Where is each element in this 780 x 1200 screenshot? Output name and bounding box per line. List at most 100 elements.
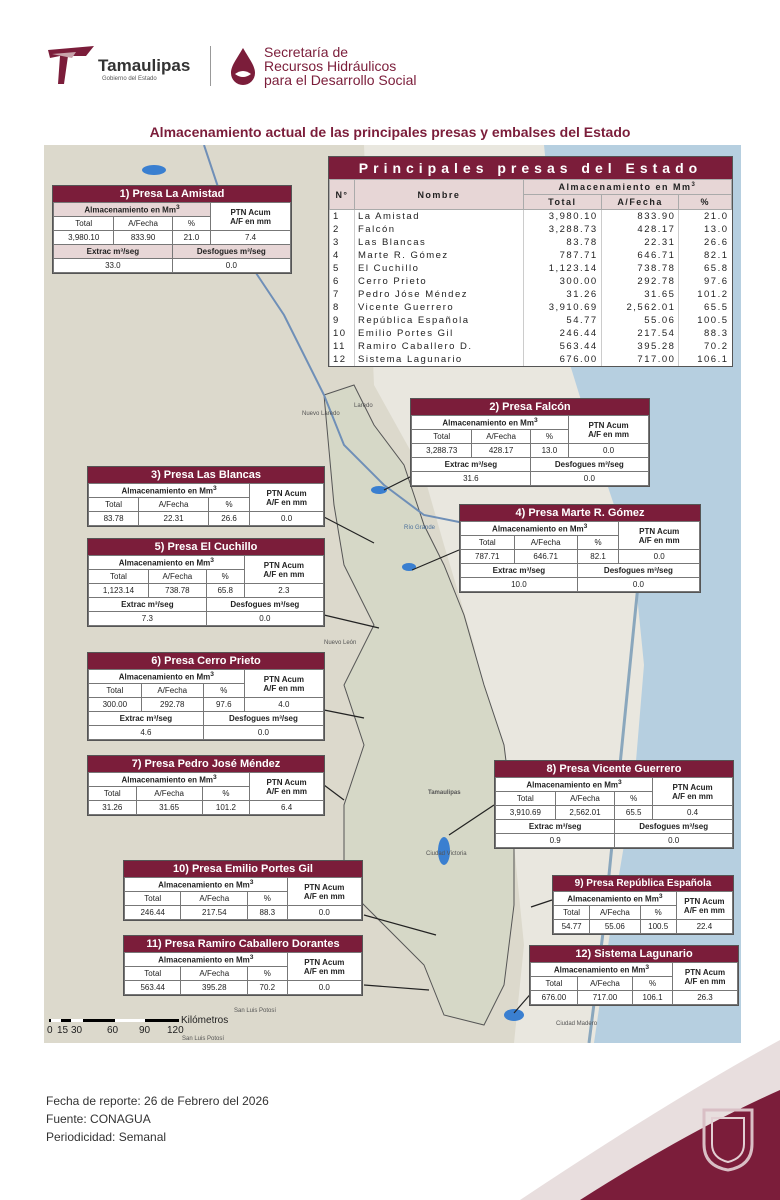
table-cell-name: República Española — [354, 314, 524, 327]
table-row: 7 Pedro Jóse Méndez 31.26 31.65 101.2 — [329, 288, 732, 301]
periodicity: Periodicidad: Semanal — [46, 1130, 167, 1144]
table-cell-fecha: 22.31 — [600, 236, 679, 249]
logo-name: Tamaulipas — [98, 56, 191, 75]
table-cell-pct: 101.2 — [678, 288, 732, 301]
table-cell-pct: 13.0 — [678, 223, 732, 236]
agency-line-1: Secretaría de — [264, 44, 349, 60]
state-seal-icon — [702, 1108, 754, 1172]
scale-unit: Kilómetros — [181, 1015, 229, 1026]
lake-vicente — [438, 837, 450, 865]
dam-box-marte: 4) Presa Marte R. Gómez Almacenamiento e… — [459, 504, 701, 593]
table-cell-n: 6 — [329, 275, 355, 288]
dam-box-blancas: 3) Presa Las Blancas Almacenamiento en M… — [87, 466, 325, 527]
header-divider — [210, 46, 211, 86]
dam-box-cerro: 6) Presa Cerro Prieto Almacenamiento en … — [87, 652, 325, 741]
table-cell-n: 9 — [329, 314, 355, 327]
table-cell-name: Ramiro Caballero D. — [354, 340, 524, 353]
table-cell-pct: 26.6 — [678, 236, 732, 249]
table-row: 12 Sistema Lagunario 676.00 717.00 106.1 — [329, 353, 732, 366]
table-cell-pct: 100.5 — [678, 314, 732, 327]
table-cell-fecha: 217.54 — [600, 327, 679, 340]
agency-line-2: Recursos Hidráulicos — [264, 58, 397, 74]
dam-box-pedro: 7) Presa Pedro José Méndez Almacenamient… — [87, 755, 325, 816]
table-cell-fecha: 428.17 — [600, 223, 679, 236]
col-storage: Almacenamiento en Mm3 — [522, 179, 733, 195]
dam-title: 2) Presa Falcón — [411, 399, 649, 415]
dam-title: 10) Presa Emilio Portes Gil — [124, 861, 362, 877]
label-ciudad-madero: Ciudad Madero — [556, 1021, 598, 1027]
table-cell-total: 787.71 — [522, 249, 602, 262]
pointer-line — [363, 914, 437, 936]
table-cell-total: 3,980.10 — [522, 209, 602, 223]
table-cell-name: Emilio Portes Gil — [354, 327, 524, 340]
dam-title: 3) Presa Las Blancas — [88, 467, 324, 483]
table-cell-n: 7 — [329, 288, 355, 301]
state-outline — [323, 384, 515, 1026]
water-drop-icon — [231, 48, 255, 85]
table-row: 8 Vicente Guerrero 3,910.69 2,562.01 65.5 — [329, 301, 732, 314]
page-title: Almacenamiento actual de las principales… — [149, 124, 631, 140]
table-cell-total: 676.00 — [522, 353, 602, 366]
table-cell-n: 3 — [329, 236, 355, 249]
dam-box-cuchillo: 5) Presa El Cuchillo Almacenamiento en M… — [87, 538, 325, 627]
table-cell-name: Las Blancas — [354, 236, 524, 249]
table-cell-name: Pedro Jóse Méndez — [354, 288, 524, 301]
dam-box-vicente: 8) Presa Vicente Guerrero Almacenamiento… — [494, 760, 734, 849]
label-tamaulipas: Tamaulipas — [428, 790, 461, 796]
col-pct: % — [678, 194, 732, 210]
table-cell-n: 4 — [329, 249, 355, 262]
table-cell-fecha: 2,562.01 — [600, 301, 679, 314]
main-table-heading: Principales presas del Estado — [329, 157, 732, 179]
label-laredo: Laredo — [354, 403, 373, 409]
col-name: Nombre — [354, 179, 524, 210]
report-date: Fecha de reporte: 26 de Febrero del 2026 — [46, 1094, 269, 1108]
pointer-line — [530, 899, 553, 908]
table-cell-pct: 97.6 — [678, 275, 732, 288]
logo-subtitle: Gobierno del Estado — [102, 76, 157, 82]
dam-title: 11) Presa Ramiro Caballero Dorantes — [124, 936, 362, 952]
pointer-line — [323, 614, 380, 629]
table-cell-name: Cerro Prieto — [354, 275, 524, 288]
label-nuevo-leon: Nuevo León — [324, 640, 357, 646]
dam-box-falcon: 2) Presa Falcón Almacenamiento en Mm3 PTN… — [410, 398, 650, 487]
lake-lagunario — [504, 1009, 524, 1021]
table-row: 4 Marte R. Gómez 787.71 646.71 82.1 — [329, 249, 732, 262]
dam-title: 8) Presa Vicente Guerrero — [495, 761, 733, 777]
dam-box-lagunario: 12) Sistema Lagunario Almacenamiento en … — [529, 945, 739, 1006]
table-cell-name: El Cuchillo — [354, 262, 524, 275]
table-cell-fecha: 833.90 — [600, 209, 679, 223]
table-cell-name: Falcón — [354, 223, 524, 236]
dam-box-republica: 9) Presa República Española Almacenamien… — [552, 875, 734, 935]
table-cell-total: 246.44 — [522, 327, 602, 340]
table-cell-n: 11 — [329, 340, 355, 353]
table-cell-name: Marte R. Gómez — [354, 249, 524, 262]
table-cell-n: 10 — [329, 327, 355, 340]
tamaulipas-logo-icon — [48, 46, 94, 84]
table-cell-n: 12 — [329, 353, 355, 366]
lake-falcon — [371, 486, 387, 494]
scale-tick: 0 — [47, 1025, 53, 1036]
col-date: A/Fecha — [600, 194, 680, 210]
label-san-luis-1: San Luis Potosí — [234, 1008, 277, 1014]
table-cell-fecha: 738.78 — [600, 262, 679, 275]
scale-tick: 90 — [139, 1025, 151, 1036]
col-no: N° — [329, 179, 355, 210]
agency-logo: Secretaría de Recursos Hidráulicos para … — [228, 44, 448, 88]
table-row: 1 La Amistad 3,980.10 833.90 21.0 — [329, 209, 732, 223]
table-cell-name: Sistema Lagunario — [354, 353, 524, 366]
lake-marte — [402, 563, 416, 571]
table-cell-pct: 21.0 — [678, 209, 732, 223]
table-cell-n: 5 — [329, 262, 355, 275]
table-cell-total: 300.00 — [522, 275, 602, 288]
label-ciudad-victoria: Ciudad Victoria — [426, 851, 467, 857]
pointer-line — [323, 709, 365, 719]
table-cell-pct: 65.5 — [678, 301, 732, 314]
agency-line-3: para el Desarrollo Social — [264, 72, 417, 88]
table-cell-total: 3,288.73 — [522, 223, 602, 236]
table-cell-fecha: 55.06 — [600, 314, 679, 327]
dam-title: 4) Presa Marte R. Gómez — [460, 505, 700, 521]
dam-title: 9) Presa República Española — [553, 876, 733, 891]
table-cell-fecha: 646.71 — [600, 249, 679, 262]
pointer-line — [411, 549, 460, 571]
label-rio-grande: Río Grande — [404, 525, 436, 531]
